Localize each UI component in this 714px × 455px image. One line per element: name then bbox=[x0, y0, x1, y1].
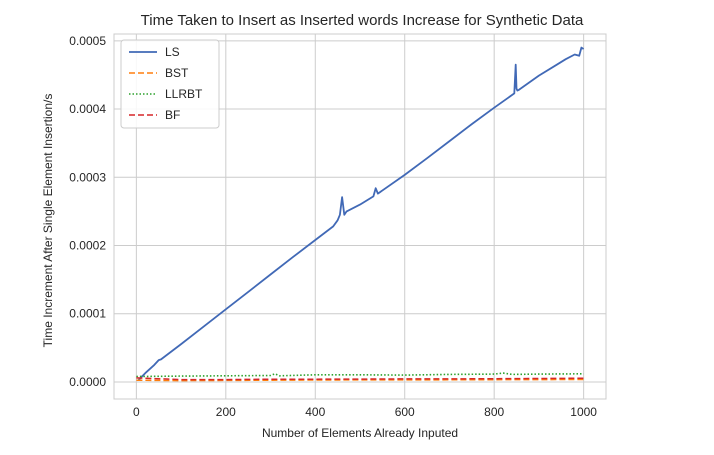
x-tick-label: 600 bbox=[395, 405, 415, 419]
y-axis-label: Time Increment After Single Element Inse… bbox=[41, 94, 55, 348]
x-axis-label: Number of Elements Already Inputed bbox=[262, 426, 458, 440]
series-line-bf bbox=[136, 377, 584, 381]
legend-label: BF bbox=[165, 108, 180, 122]
series-line-bst bbox=[136, 378, 584, 382]
legend-label: LLRBT bbox=[165, 87, 203, 101]
ticks: 0 200 400 600 800 1000 0.0000 0.0001 0.0002 0.000… bbox=[69, 34, 597, 419]
legend-box bbox=[120, 39, 220, 129]
series-line-ls bbox=[137, 46, 585, 381]
x-tick-label: 400 bbox=[305, 405, 325, 419]
plot-frame bbox=[113, 33, 607, 400]
y-tick-label: 0.0005 bbox=[69, 34, 106, 48]
legend-label: BST bbox=[165, 66, 189, 80]
legend-label: LS bbox=[165, 45, 180, 59]
x-tick-label: 1000 bbox=[570, 405, 597, 419]
y-tick-label: 0.0003 bbox=[69, 170, 106, 184]
x-tick-label: 200 bbox=[216, 405, 236, 419]
grid bbox=[114, 34, 606, 399]
y-tick-label: 0.0002 bbox=[69, 238, 106, 252]
series-layer bbox=[136, 46, 585, 382]
y-tick-label: 0.0004 bbox=[69, 102, 106, 116]
y-tick-label: 0.0001 bbox=[69, 307, 106, 321]
legend: LS BST LLRBT BF bbox=[120, 39, 220, 129]
y-tick-label: 0.0000 bbox=[69, 375, 106, 389]
series-line-llrbt bbox=[136, 372, 584, 378]
chart-title: Time Taken to Insert as Inserted words I… bbox=[141, 12, 584, 29]
x-tick-label: 800 bbox=[484, 405, 504, 419]
x-tick-label: 0 bbox=[133, 405, 140, 419]
